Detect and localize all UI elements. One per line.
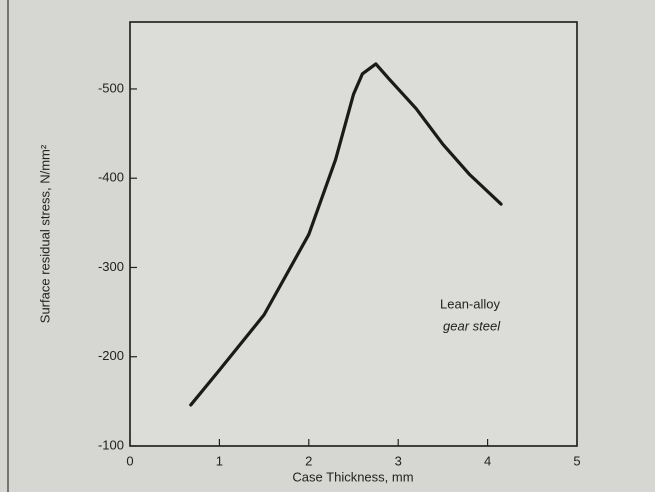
y-tick-label: -200 bbox=[98, 348, 124, 363]
x-axis-label: Case Thickness, mm bbox=[292, 469, 413, 484]
y-axis-label: Surface residual stress, N/mm² bbox=[37, 144, 52, 323]
annotation: gear steel bbox=[443, 318, 501, 333]
y-tick-label: -500 bbox=[98, 80, 124, 95]
annotation: Lean-alloy bbox=[440, 296, 500, 311]
x-tick-label: 4 bbox=[484, 453, 491, 468]
x-tick-label: 1 bbox=[216, 453, 223, 468]
data-line bbox=[189, 62, 503, 407]
x-tick-label: 0 bbox=[126, 453, 133, 468]
plot-frame bbox=[129, 21, 578, 447]
y-tick-label: -400 bbox=[98, 170, 124, 185]
x-tick-label: 3 bbox=[395, 453, 402, 468]
y-tick-label: -300 bbox=[98, 259, 124, 274]
x-tick-label: 5 bbox=[573, 453, 580, 468]
x-tick-label: 2 bbox=[305, 453, 312, 468]
y-tick-label: -100 bbox=[98, 437, 124, 452]
